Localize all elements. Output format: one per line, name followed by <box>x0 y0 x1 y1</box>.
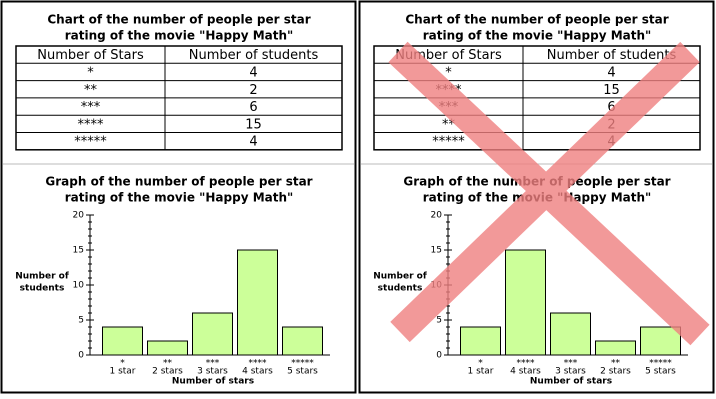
y-tick-label: 20 <box>73 211 85 221</box>
x-tick-label: ***** <box>291 359 314 369</box>
y-tick-label: 0 <box>78 351 84 361</box>
table-cell: 4 <box>607 65 615 80</box>
bar <box>147 340 188 356</box>
bar <box>237 249 278 356</box>
table-cell: 6 <box>607 100 615 115</box>
table-cell: * <box>445 65 452 80</box>
y-tick-label: 15 <box>73 246 84 256</box>
table-cell: ***** <box>74 135 107 150</box>
x-tick-label: **** <box>517 359 536 369</box>
x-axis-label: Number of stars <box>172 377 254 387</box>
x-tick-label: * <box>478 359 483 369</box>
bar <box>192 312 233 356</box>
bar <box>282 326 323 356</box>
column-header: Number of students <box>189 48 319 63</box>
y-tick-label: 5 <box>436 316 442 326</box>
table-title: Chart of the number of people per star <box>47 13 310 27</box>
table-cell: 2 <box>249 83 257 98</box>
table-cell: * <box>87 65 94 80</box>
bar <box>460 326 501 356</box>
x-tick-label: ***** <box>649 359 672 369</box>
bar <box>640 326 681 356</box>
cross-stroke <box>390 41 700 343</box>
y-tick-label: 5 <box>78 316 84 326</box>
bar <box>102 326 143 356</box>
x-tick-label: **** <box>249 359 268 369</box>
y-axis-label: students <box>378 284 423 294</box>
table-cell: 4 <box>249 135 257 150</box>
bar <box>550 312 591 356</box>
table-cell: 6 <box>249 100 257 115</box>
x-tick-sublabel: 1 star <box>467 367 493 377</box>
x-tick-label: *** <box>206 359 220 369</box>
x-tick-sublabel: 3 stars <box>197 367 228 377</box>
y-tick-label: 0 <box>436 351 442 361</box>
column-header: Number of students <box>547 48 677 63</box>
y-tick-label: 10 <box>73 281 85 291</box>
x-tick-sublabel: 2 stars <box>152 367 183 377</box>
x-tick-sublabel: 3 stars <box>555 367 586 377</box>
y-axis-label: Number of <box>15 272 69 282</box>
table-cell: ***** <box>432 135 465 150</box>
chart-title: rating of the movie "Happy Math" <box>65 191 294 205</box>
x-tick-sublabel: 2 stars <box>600 367 631 377</box>
table-title: rating of the movie "Happy Math" <box>423 29 652 43</box>
y-axis-label: students <box>20 284 65 294</box>
table-cell: 4 <box>249 65 257 80</box>
x-tick-label: *** <box>564 359 578 369</box>
column-header: Number of Stars <box>37 48 144 63</box>
y-axis-label: Number of <box>373 272 427 282</box>
x-tick-label: ** <box>163 359 173 369</box>
x-tick-sublabel: 5 stars <box>287 367 318 377</box>
table-title: rating of the movie "Happy Math" <box>65 29 294 43</box>
content: Chart of the number of people per star ra… <box>15 13 701 387</box>
table-cell: *** <box>81 100 101 115</box>
table-cell: **** <box>78 117 105 132</box>
table-cell: ** <box>84 83 98 98</box>
x-tick-label: ** <box>611 359 621 369</box>
chart-title: Graph of the number of people per star <box>45 175 312 189</box>
x-axis-label: Number of stars <box>530 377 612 387</box>
y-tick-label: 20 <box>431 211 443 221</box>
x-tick-sublabel: 5 stars <box>645 367 676 377</box>
table-cell: 15 <box>603 83 620 98</box>
x-tick-label: * <box>120 359 125 369</box>
bar <box>505 249 546 356</box>
table-title: Chart of the number of people per star <box>405 13 668 27</box>
x-tick-sublabel: 4 stars <box>510 367 541 377</box>
table-cell: 15 <box>245 117 262 132</box>
y-tick-label: 15 <box>431 246 442 256</box>
cross-out <box>388 41 710 346</box>
x-tick-sublabel: 1 star <box>109 367 135 377</box>
x-tick-sublabel: 4 stars <box>242 367 273 377</box>
bar <box>595 340 636 356</box>
